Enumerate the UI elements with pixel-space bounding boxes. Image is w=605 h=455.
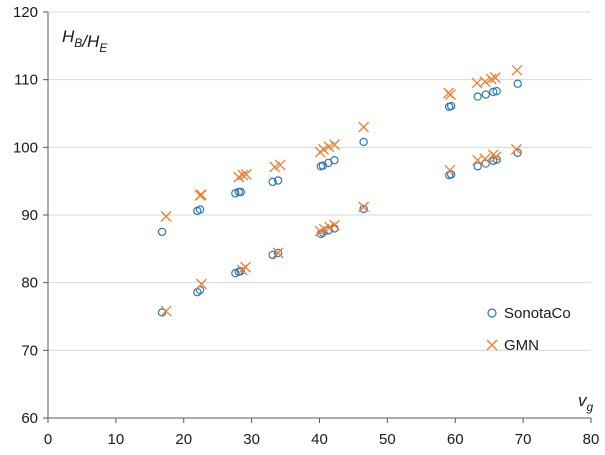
y-tick-labels: 60 70 80 90 100 110 120 [13, 4, 48, 427]
x-tick-label: 20 [175, 431, 192, 448]
data-point-x [445, 89, 456, 101]
data-point-x [160, 305, 172, 317]
x-tick-label: 40 [311, 431, 328, 448]
data-point-x [490, 151, 502, 163]
y-tick-label: 70 [21, 342, 38, 359]
data-point-circle [489, 87, 498, 97]
data-point-x [489, 72, 501, 84]
x-title-main: v [578, 391, 588, 410]
data-point-circle [446, 101, 456, 111]
x-title-subscript: g [587, 400, 594, 414]
x-tick-labels: 0 10 20 30 40 50 60 70 80 [44, 418, 600, 448]
data-point-circle [268, 177, 277, 187]
data-point-circle [330, 155, 339, 165]
y-tick-label: 60 [21, 410, 38, 427]
data-point-x [195, 278, 207, 290]
data-point-x [328, 139, 340, 151]
data-point-x [240, 261, 251, 273]
x-tick-label: 80 [583, 431, 600, 448]
y-title-subscript: B [74, 36, 82, 50]
legend-label-gmn: GMN [504, 337, 539, 354]
y-title-subscript: E [99, 41, 108, 55]
data-point-x [240, 168, 252, 180]
data-point-x [328, 219, 340, 231]
data-point-circle [359, 137, 368, 147]
y-tick-label: 110 [14, 72, 38, 89]
x-axis-title: vg [578, 391, 594, 414]
data-point-circle [273, 176, 283, 185]
data-point-x [485, 73, 497, 85]
y-title-part: H [62, 27, 75, 46]
data-point-circle [473, 92, 482, 101]
data-point-x [274, 159, 286, 171]
legend-label-sonotaco: SonotaCo [504, 305, 571, 322]
data-point-x [272, 247, 284, 259]
y-title-part: H [87, 32, 100, 51]
data-point-circle [513, 79, 522, 88]
data-point-x [511, 64, 523, 76]
series-gmn [160, 64, 523, 317]
x-tick-label: 50 [379, 431, 396, 448]
data-point-x [358, 121, 370, 133]
data-point-x [318, 143, 330, 155]
y-axis-title: HB/HE [62, 27, 108, 55]
legend: SonotaCo GMN [486, 305, 571, 354]
data-point-circle [492, 86, 501, 96]
y-tick-label: 90 [21, 207, 38, 224]
legend-marker-x [486, 339, 498, 351]
data-point-x [510, 143, 522, 155]
data-point-x [237, 169, 249, 181]
data-point-x [479, 153, 491, 165]
x-tick-label: 70 [515, 431, 532, 448]
data-point-circle [195, 205, 205, 214]
data-point-circle [473, 162, 482, 171]
data-point-x [195, 189, 207, 201]
data-point-x [358, 201, 370, 213]
data-point-circle [359, 204, 368, 214]
data-point-circle [157, 227, 167, 237]
legend-item-gmn: GMN [486, 337, 539, 354]
data-point-circle [513, 148, 522, 157]
y-tick-label: 120 [13, 4, 38, 21]
legend-item-sonotaco: SonotaCo [487, 305, 571, 322]
x-tick-label: 60 [447, 431, 464, 448]
data-point-circle [481, 90, 490, 99]
data-point-x [160, 210, 172, 222]
data-point-circle [273, 248, 283, 258]
x-tick-label: 10 [108, 431, 125, 448]
data-marks [157, 64, 523, 317]
x-tick-label: 30 [243, 431, 260, 448]
data-point-x [444, 164, 456, 176]
legend-marker-circle [487, 308, 497, 318]
data-point-circle [195, 285, 205, 295]
x-tick-label: 0 [44, 431, 52, 448]
y-tick-label: 100 [13, 139, 38, 156]
series-sonotaco [157, 79, 522, 317]
gridlines [48, 11, 591, 351]
y-title-part: / [81, 32, 89, 51]
data-point-x [479, 76, 491, 88]
y-tick-label: 80 [21, 275, 38, 292]
data-point-circle [236, 187, 245, 197]
